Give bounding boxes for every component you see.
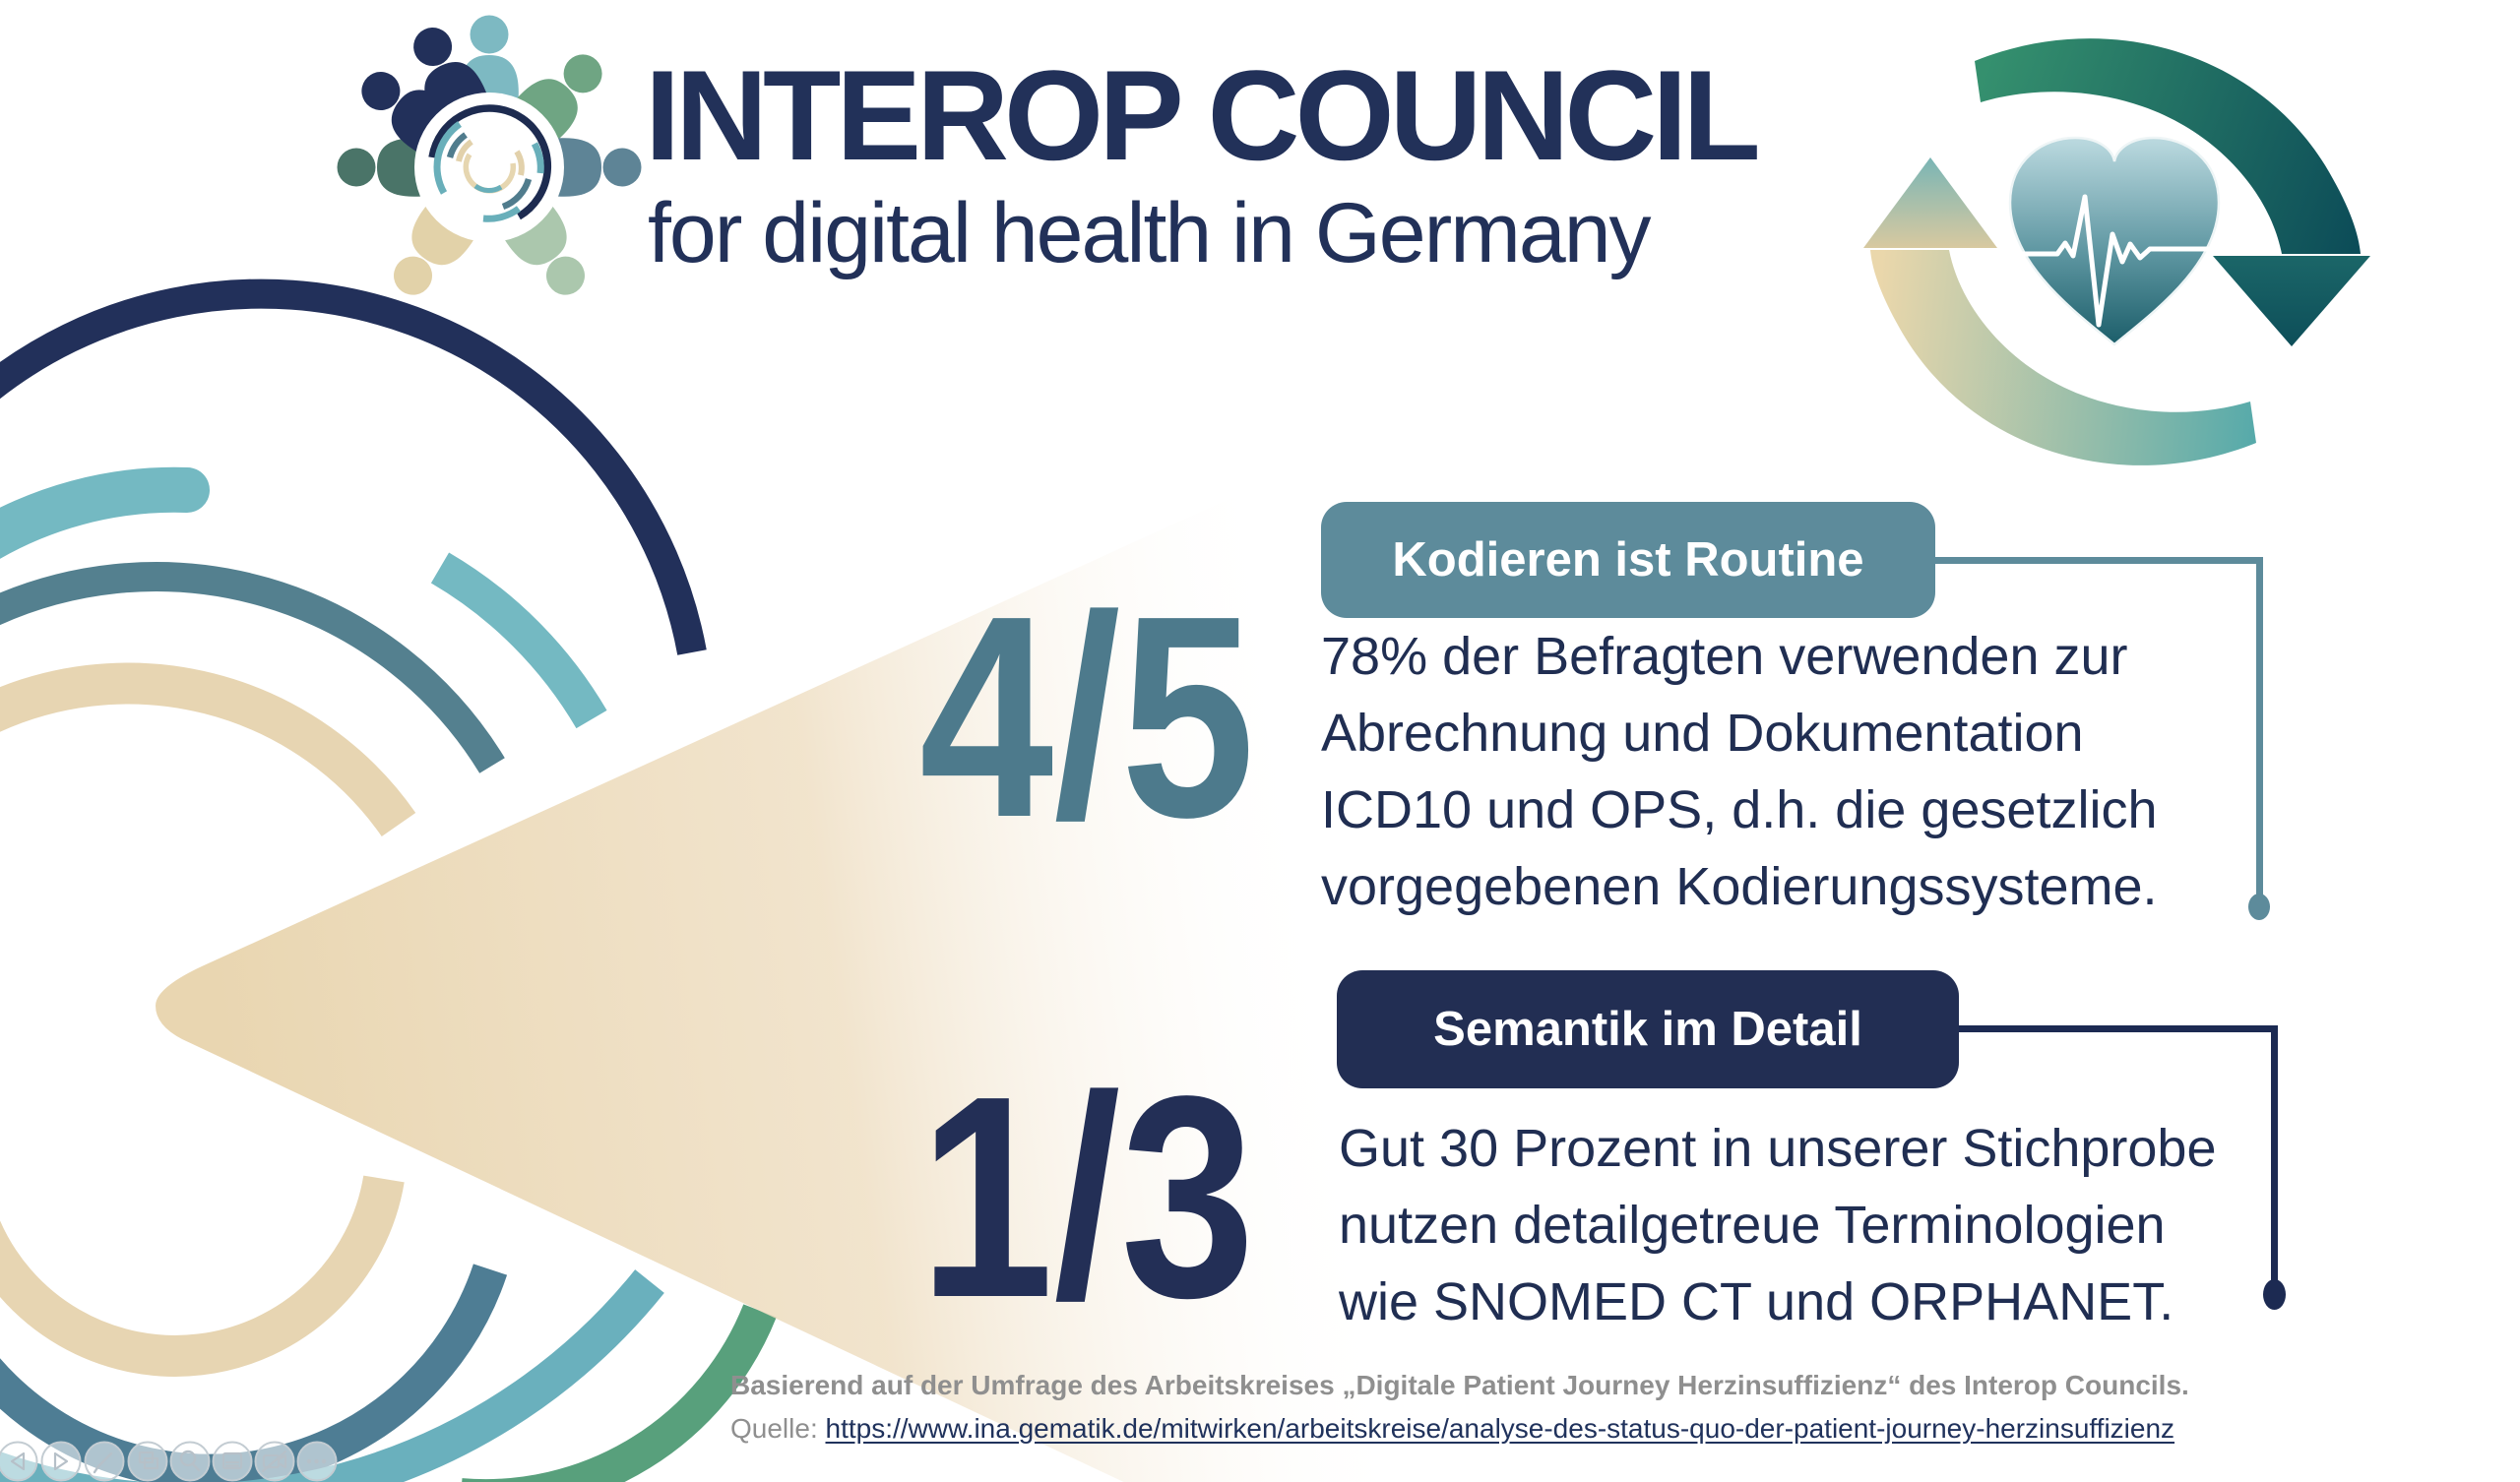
stat-2-line: wie SNOMED CT und ORPHANET. — [1339, 1272, 2174, 1331]
page-title: INTEROP COUNCIL — [645, 43, 1761, 187]
left-arcs-top — [0, 278, 707, 837]
connector-1-vertical — [2256, 557, 2263, 903]
badge-kodieren: Kodieren ist Routine — [1321, 502, 1935, 618]
camera-off-button[interactable] — [254, 1441, 295, 1482]
connector-2-horizontal — [1959, 1025, 2278, 1032]
next-slide-button[interactable] — [40, 1441, 82, 1482]
stat-1-line: 78% der Befragten verwenden zur — [1321, 627, 2128, 686]
stat-1-line: ICD10 und OPS, d.h. die gesetzlich — [1321, 780, 2158, 839]
more-options-icon — [306, 1458, 327, 1464]
cycle-down-arrow — [2213, 256, 2370, 346]
stat-2-line: nutzen detailgetreue Terminologien — [1339, 1196, 2166, 1255]
stat-1-line: Abrechnung und Dokumentation — [1321, 704, 2084, 763]
connector-2-dot — [2263, 1279, 2286, 1310]
page-subtitle: for digital health in Germany — [648, 186, 1652, 280]
camera-off-icon — [261, 1450, 287, 1473]
cycle-top-arc — [1975, 38, 2361, 254]
more-options-button[interactable] — [296, 1441, 338, 1482]
heart-ecg-cycle-icon — [1863, 38, 2370, 465]
beige-wedge — [156, 386, 1496, 1482]
cycle-up-arrow — [1863, 157, 1997, 248]
footer: Basierend auf der Umfrage des Arbeitskre… — [730, 1364, 2189, 1451]
ecg-line-icon — [1995, 194, 2237, 328]
footer-basis-text: Basierend auf der Umfrage des Arbeitskre… — [730, 1370, 2189, 1400]
badge-semantik-label: Semantik im Detail — [1433, 1003, 1862, 1056]
zoom-icon — [179, 1450, 201, 1472]
all-slides-button[interactable] — [127, 1441, 168, 1482]
presenter-toolbar — [0, 1441, 338, 1482]
stat-2-fraction: 1/3 — [918, 1036, 1255, 1357]
stat-2-text: Gut 30 Prozent in unserer Stichprobe nut… — [1339, 1110, 2217, 1340]
stat-1-text: 78% der Befragten verwenden zur Abrechnu… — [1321, 618, 2158, 925]
captions-button[interactable] — [212, 1441, 253, 1482]
cycle-bottom-arc — [1870, 250, 2256, 465]
previous-slide-icon — [10, 1451, 26, 1471]
logo-person — [550, 138, 642, 197]
stat-1-fraction: 4/5 — [918, 556, 1255, 877]
all-slides-icon — [138, 1451, 159, 1470]
stat-1-line: vorgegebenen Kodierungssysteme. — [1321, 857, 2158, 916]
footer-source-label: Quelle: — [730, 1413, 826, 1444]
pen-button[interactable] — [84, 1441, 125, 1482]
logo-person — [413, 28, 489, 124]
logo-person — [337, 138, 428, 197]
connector-1-horizontal — [1935, 557, 2262, 564]
logo-person — [511, 54, 602, 146]
people-circle-logo — [337, 15, 642, 295]
logo-swirl-rings — [428, 104, 552, 222]
badge-semantik: Semantik im Detail — [1337, 970, 1959, 1088]
connector-2-vertical — [2271, 1025, 2278, 1289]
connector-1-dot — [2248, 894, 2270, 920]
logo-person — [394, 200, 478, 295]
pen-icon — [93, 1451, 113, 1474]
next-slide-icon — [53, 1451, 69, 1471]
footer-source-link[interactable]: https://www.ina.gematik.de/mitwirken/arb… — [825, 1413, 2175, 1444]
captions-icon — [221, 1451, 243, 1470]
footer-source-line: Quelle: https://www.ina.gematik.de/mitwi… — [730, 1407, 2189, 1451]
logo-person — [500, 200, 585, 295]
zoom-button[interactable] — [169, 1441, 211, 1482]
previous-slide-button[interactable] — [0, 1441, 38, 1482]
stat-2-line: Gut 30 Prozent in unserer Stichprobe — [1339, 1119, 2217, 1178]
badge-kodieren-label: Kodieren ist Routine — [1392, 533, 1864, 587]
